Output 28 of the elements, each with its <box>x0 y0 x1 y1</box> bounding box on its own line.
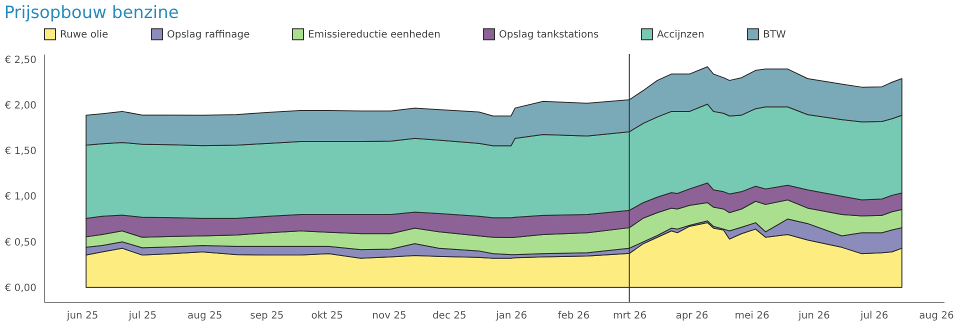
x-tick-label: feb 26 <box>558 310 590 322</box>
legend-label: Accijnzen <box>657 29 704 40</box>
legend-label: Opslag tankstations <box>499 29 599 40</box>
x-tick-label: nov 25 <box>372 310 406 322</box>
y-tick-label: € 2,00 <box>4 100 36 112</box>
x-tick-label: okt 25 <box>311 310 343 322</box>
x-tick-label: jan 26 <box>494 310 528 322</box>
x-tick-label: jul 25 <box>128 310 157 322</box>
x-tick-label: sep 25 <box>250 310 284 322</box>
y-tick-label: € 0,00 <box>4 282 36 294</box>
x-tick-label: mei 26 <box>734 310 770 322</box>
x-tick-label: jun 26 <box>798 310 830 322</box>
legend-label: Opslag raffinage <box>167 29 250 40</box>
x-tick-label: dec 25 <box>432 310 466 322</box>
x-tick-label: jun 25 <box>66 310 98 322</box>
legend-label: BTW <box>763 29 786 40</box>
x-tick-label: aug 25 <box>187 310 222 322</box>
x-tick-label: mrt 26 <box>612 310 647 322</box>
y-tick-label: € 1,50 <box>4 146 36 158</box>
legend-label: Ruwe olie <box>60 29 108 40</box>
x-tick-label: apr 26 <box>676 310 708 322</box>
y-tick-label: € 2,50 <box>4 54 36 66</box>
y-tick-label: € 1,00 <box>4 192 36 203</box>
x-tick-label: jul 26 <box>859 310 888 322</box>
legend-label: Emissiereductie eenheden <box>308 29 440 40</box>
x-tick-label: aug 26 <box>919 310 954 322</box>
y-tick-label: € 0,50 <box>4 237 36 248</box>
chart-title: Prijsopbouw benzine <box>4 3 179 23</box>
